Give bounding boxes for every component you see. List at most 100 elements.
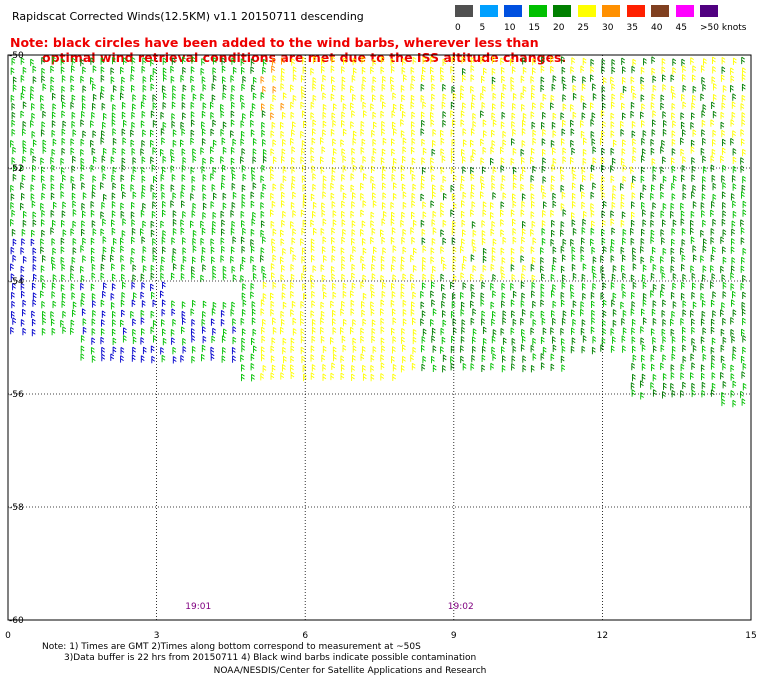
wind-barb — [100, 211, 105, 219]
wind-barb — [391, 291, 396, 299]
wind-barb — [201, 138, 206, 146]
wind-barb — [32, 139, 37, 147]
wind-barb — [110, 67, 115, 75]
wind-barb — [210, 128, 215, 136]
legend-label: 25 — [577, 23, 589, 33]
wind-barb — [501, 300, 505, 308]
wind-barb — [102, 147, 107, 156]
wind-barb — [471, 291, 475, 299]
wind-barb — [670, 318, 674, 326]
wind-barb — [542, 346, 547, 355]
wind-barb — [630, 110, 635, 119]
wind-barb — [171, 237, 176, 245]
wind-barb — [281, 264, 285, 273]
wind-barb — [340, 247, 345, 255]
wind-barb — [301, 175, 306, 183]
wind-barb — [270, 209, 274, 217]
wind-barb — [652, 264, 657, 272]
wind-barb — [111, 283, 116, 291]
wind-barb — [252, 76, 257, 85]
wind-barb — [682, 84, 687, 93]
wind-barb — [280, 238, 285, 246]
wind-barb — [121, 309, 125, 317]
wind-barb — [470, 74, 475, 82]
wind-barb — [521, 236, 525, 244]
wind-barb — [41, 229, 45, 238]
wind-barb — [470, 209, 474, 217]
wind-barb — [252, 328, 257, 337]
wind-barb — [80, 299, 85, 307]
wind-barb — [560, 138, 565, 146]
wind-barb — [662, 84, 667, 92]
wind-barb — [240, 94, 244, 102]
wind-barb — [172, 356, 177, 364]
wind-barb — [100, 336, 105, 345]
wind-barb — [221, 245, 225, 254]
wind-barb — [542, 111, 546, 120]
wind-barb — [700, 65, 705, 73]
wind-barb — [220, 210, 225, 219]
wind-barb — [641, 274, 646, 282]
wind-barb — [521, 104, 525, 112]
wind-barb — [442, 292, 447, 301]
wind-barb — [140, 120, 145, 128]
wind-barb — [270, 103, 274, 112]
wind-barb — [641, 103, 645, 111]
wind-barb — [211, 308, 216, 316]
wind-barb — [250, 363, 255, 371]
wind-barb — [700, 282, 705, 291]
wind-barb — [432, 364, 437, 372]
wind-barb — [131, 65, 135, 74]
legend-label: 0 — [455, 23, 461, 33]
wind-barb — [740, 157, 744, 165]
wind-barb — [681, 174, 685, 182]
wind-barb — [270, 130, 275, 138]
wind-barb — [481, 220, 486, 228]
wind-barb — [562, 83, 567, 91]
wind-barb — [571, 201, 576, 209]
wind-barb — [662, 247, 667, 256]
wind-barb — [121, 157, 126, 165]
wind-barb — [671, 345, 676, 354]
wind-barb — [230, 308, 235, 317]
wind-barb — [150, 74, 154, 82]
legend-swatch — [602, 5, 620, 17]
wind-barb — [481, 102, 486, 110]
wind-barb — [451, 86, 456, 94]
wind-barb — [172, 129, 177, 137]
wind-barb — [270, 355, 275, 363]
wind-barb — [630, 76, 635, 84]
wind-barb — [71, 165, 76, 173]
wind-barb — [90, 209, 95, 218]
wind-barb — [62, 120, 67, 128]
wind-barb — [542, 129, 546, 137]
wind-barb — [182, 84, 187, 92]
wind-barb — [42, 317, 47, 325]
wind-barb — [560, 229, 564, 237]
wind-barb — [330, 182, 335, 191]
wind-barb — [82, 237, 86, 245]
wind-barb — [211, 227, 216, 235]
wind-barb — [461, 326, 465, 335]
wind-barb — [730, 84, 734, 93]
wind-barb — [341, 219, 346, 227]
wind-barb — [580, 308, 584, 317]
wind-barb — [360, 193, 364, 201]
wind-barb — [730, 75, 735, 83]
wind-barb — [690, 310, 694, 318]
wind-barb — [251, 374, 255, 382]
wind-barb — [652, 84, 657, 93]
wind-barb — [690, 219, 694, 228]
wind-barb — [522, 119, 526, 128]
wind-barb — [711, 76, 716, 84]
wind-barb — [662, 319, 667, 327]
wind-barb — [171, 300, 175, 308]
wind-barb — [102, 290, 106, 299]
wind-barb — [251, 218, 256, 226]
wind-barb — [101, 102, 106, 111]
wind-barb — [152, 94, 157, 102]
wind-barb — [200, 237, 205, 246]
wind-barb — [702, 219, 706, 228]
wind-barb — [270, 300, 275, 309]
